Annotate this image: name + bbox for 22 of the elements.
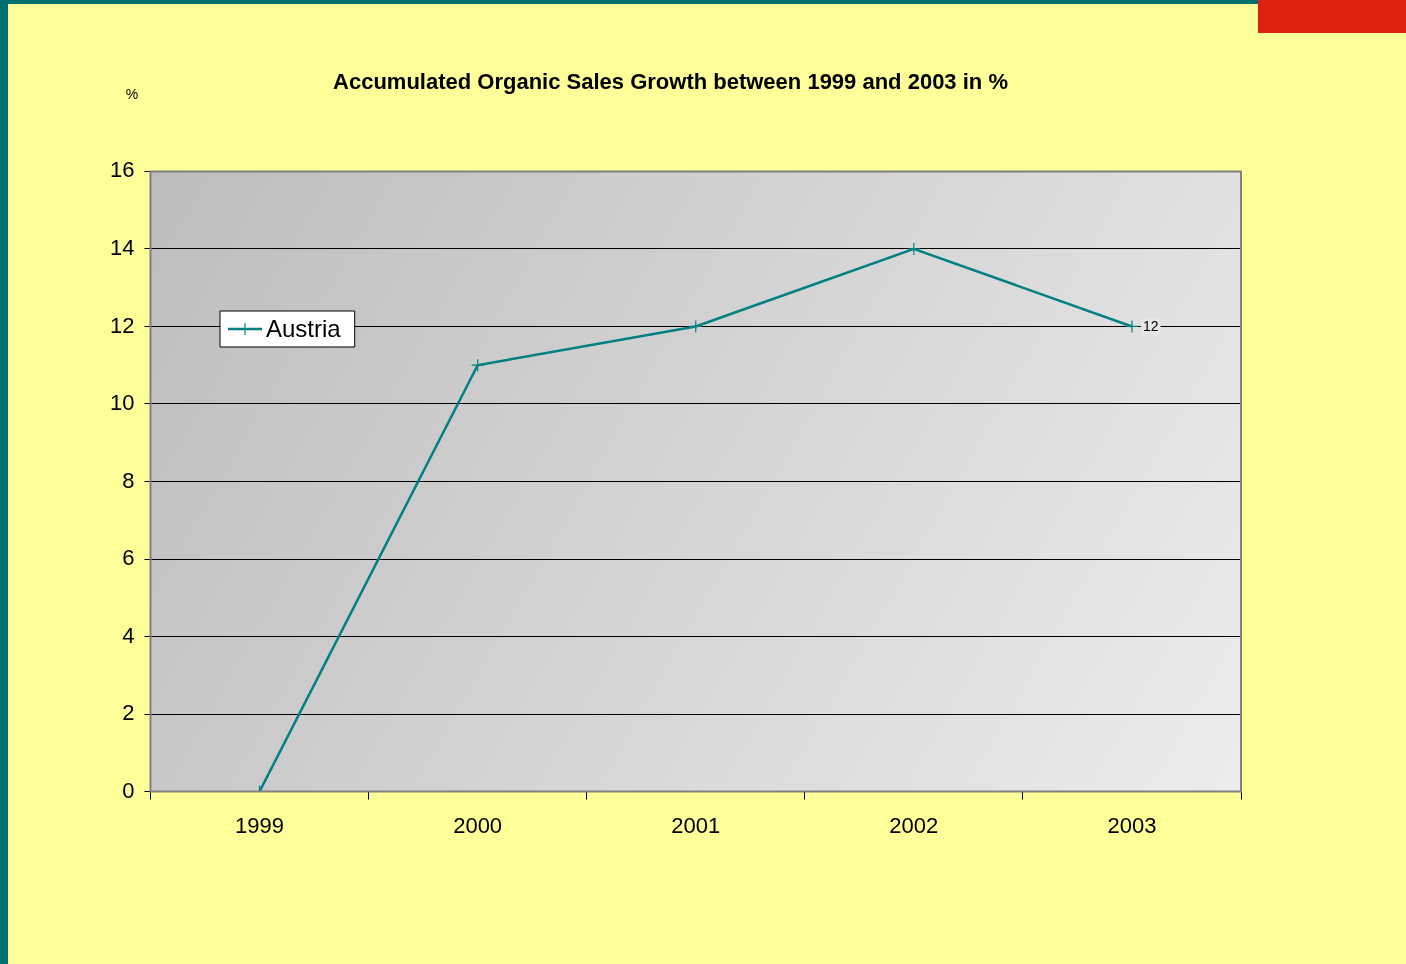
x-tick-label: 2000 <box>453 812 503 838</box>
point <box>907 242 921 256</box>
y-tick-label: 16 <box>109 157 135 183</box>
x-tick-label: 2001 <box>671 812 721 838</box>
y-tick-label: 4 <box>122 622 135 648</box>
y-axis-title: % <box>125 85 139 102</box>
chart-title: Accumulated Organic Sales Growth between 1999 and 2003 in % <box>333 69 1008 95</box>
y-tick-label: 0 <box>122 777 135 803</box>
data-label: 12 <box>1142 318 1159 335</box>
legend-label: Austria <box>266 314 342 342</box>
y-tick-label: 14 <box>109 234 135 260</box>
y-tick-label: 8 <box>122 467 135 493</box>
x-tick-label: 1999 <box>235 812 284 838</box>
y-tick-label: 12 <box>109 312 135 338</box>
y-tick-label: 10 <box>109 390 135 416</box>
point <box>1125 319 1139 334</box>
point <box>689 319 703 334</box>
x-tick-label: 2002 <box>889 812 939 838</box>
y-tick-label: 2 <box>122 700 135 726</box>
y-tick-label: 6 <box>122 545 135 571</box>
x-tick-label: 2003 <box>1107 812 1157 838</box>
point <box>471 358 485 372</box>
